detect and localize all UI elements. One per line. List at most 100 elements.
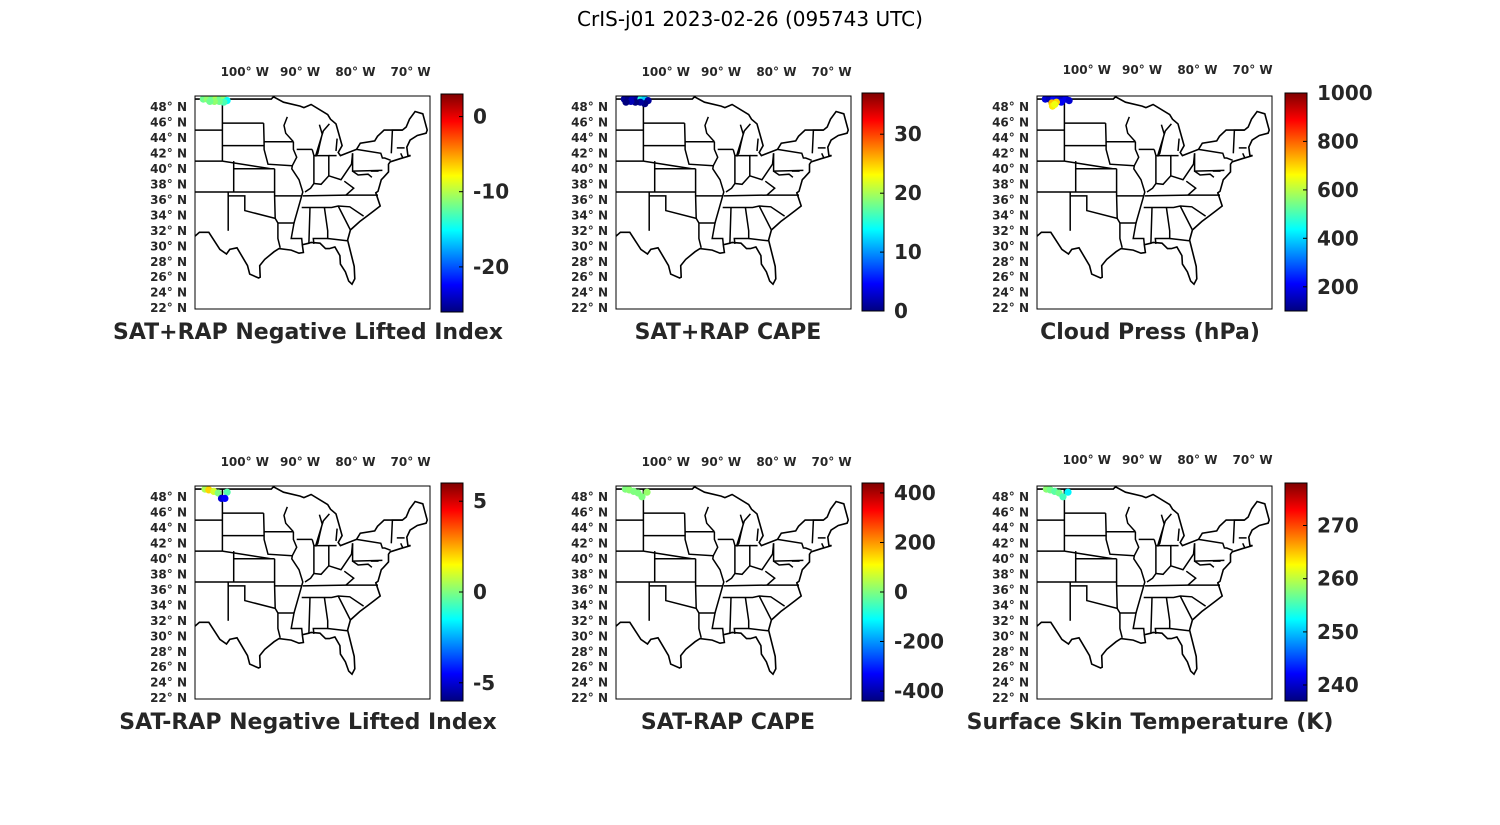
colorbar: [861, 92, 885, 312]
data-point: [641, 96, 649, 103]
lat-label: 38° N: [150, 177, 187, 191]
map-frame: [1036, 485, 1273, 700]
state-border: [773, 560, 794, 568]
coastline: [1037, 486, 1271, 676]
panel-title: SAT+RAP Negative Lifted Index: [113, 320, 503, 345]
state-border: [1169, 237, 1190, 242]
colorbar-tick-label: 250: [1317, 620, 1359, 644]
state-border: [302, 194, 378, 197]
data-point: [625, 486, 633, 494]
lat-label: 42° N: [571, 536, 608, 550]
lat-label: 32° N: [992, 614, 1029, 628]
state-border: [1179, 205, 1194, 231]
state-border: [301, 595, 365, 607]
lon-label: 100° W: [1063, 453, 1111, 467]
state-border: [1133, 141, 1146, 224]
lat-label: 40° N: [571, 162, 608, 176]
state-border: [1104, 123, 1136, 143]
lat-label: 32° N: [150, 614, 187, 628]
lat-label: 40° N: [992, 552, 1029, 566]
state-border: [723, 584, 799, 587]
lat-label: 40° N: [150, 552, 187, 566]
state-border: [1154, 597, 1171, 634]
lon-label: 80° W: [335, 65, 375, 79]
lat-label: 48° N: [992, 100, 1029, 114]
lon-label: 90° W: [701, 65, 741, 79]
data-point: [1046, 486, 1054, 494]
lat-label: 28° N: [150, 645, 187, 659]
lon-label: 90° W: [1122, 63, 1162, 77]
state-border: [356, 148, 391, 162]
state-border: [1125, 506, 1136, 533]
state-border: [312, 207, 329, 244]
state-border: [335, 528, 338, 542]
lat-label: 24° N: [150, 676, 187, 690]
data-point: [634, 489, 642, 497]
colorbar-tick-label: 0: [894, 580, 908, 604]
state-border: [277, 612, 304, 635]
lon-label: 100° W: [642, 455, 690, 469]
map-area: [194, 95, 431, 310]
data-point: [633, 96, 641, 103]
state-border: [777, 148, 812, 162]
state-border: [222, 550, 271, 560]
colorbar-tick-label: -10: [473, 180, 509, 204]
data-point: [631, 98, 639, 106]
map-frame: [615, 485, 852, 700]
lat-label: 42° N: [150, 536, 187, 550]
lon-label: 70° W: [391, 455, 431, 469]
lat-label: 44° N: [150, 131, 187, 145]
data-point: [629, 96, 637, 103]
colorbar-tick-label: 260: [1317, 567, 1359, 591]
panel-title: SAT-RAP Negative Lifted Index: [119, 710, 497, 735]
state-border: [1185, 570, 1197, 586]
state-border: [1177, 528, 1180, 542]
data-point: [643, 488, 651, 496]
map-area: [194, 485, 431, 700]
lat-label: 38° N: [571, 567, 608, 581]
coastline: [195, 96, 429, 286]
lat-label: 38° N: [992, 177, 1029, 191]
state-border: [1194, 560, 1215, 568]
lat-label: 22° N: [992, 301, 1029, 315]
lat-label: 24° N: [992, 676, 1029, 690]
data-point: [1052, 98, 1060, 106]
data-point: [1062, 96, 1070, 103]
data-point: [217, 494, 226, 502]
state-border: [1133, 531, 1146, 614]
map-frame: [194, 95, 431, 310]
colorbar-tick-label: 240: [1317, 673, 1359, 697]
data-point: [638, 493, 646, 501]
lat-label: 30° N: [150, 629, 187, 643]
state-border: [335, 138, 338, 152]
data-point: [636, 98, 644, 106]
state-border: [390, 519, 403, 544]
data-point: [208, 96, 216, 103]
lon-label: 100° W: [221, 65, 269, 79]
state-border: [352, 170, 373, 178]
state-border: [734, 543, 775, 576]
state-border: [712, 141, 725, 224]
coastline: [1037, 96, 1271, 286]
state-border: [301, 205, 365, 217]
data-point: [1051, 487, 1059, 495]
colorbar: [440, 482, 464, 702]
lat-label: 34° N: [992, 208, 1029, 222]
lon-label: 70° W: [812, 65, 852, 79]
state-border: [725, 539, 736, 583]
lon-label: 100° W: [221, 455, 269, 469]
state-border: [643, 550, 692, 560]
lat-label: 36° N: [571, 193, 608, 207]
lat-label: 22° N: [150, 691, 187, 705]
state-border: [262, 513, 294, 533]
data-point: [210, 97, 218, 105]
state-border: [1070, 195, 1118, 220]
state-border: [1105, 531, 1135, 557]
lon-label: 100° W: [642, 65, 690, 79]
state-border: [735, 123, 751, 157]
data-point: [641, 100, 649, 108]
state-border: [1115, 558, 1123, 638]
data-point: [1048, 99, 1056, 107]
state-border: [1104, 513, 1136, 533]
